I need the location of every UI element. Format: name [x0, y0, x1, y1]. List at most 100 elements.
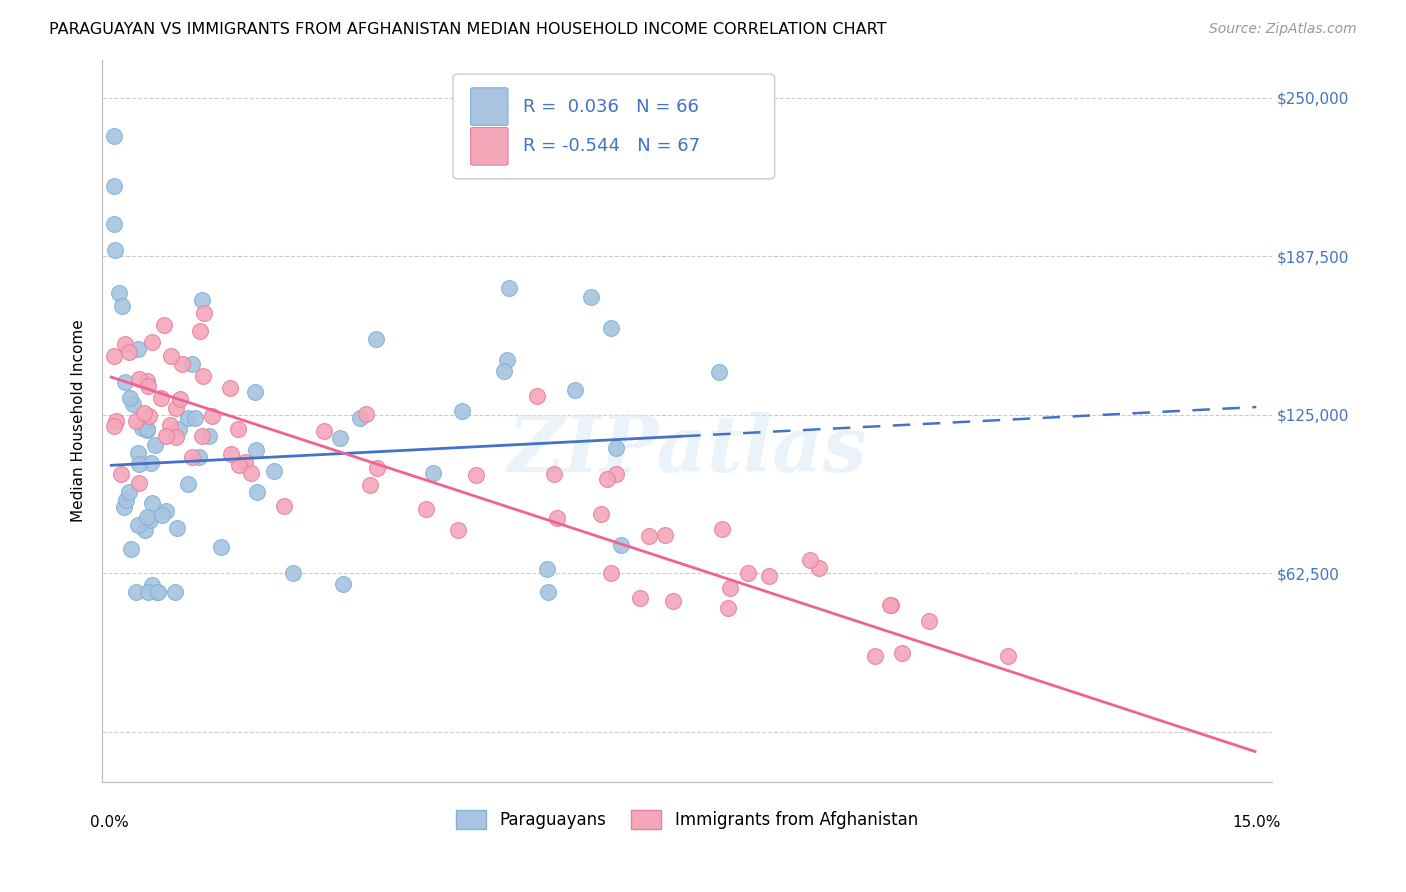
Point	[879, 598, 901, 612]
Point	[243, 385, 266, 400]
Point	[546, 511, 568, 525]
Point	[127, 446, 149, 460]
Point	[141, 578, 163, 592]
Point	[118, 484, 141, 499]
Point	[104, 243, 127, 257]
Point	[128, 457, 150, 471]
Point	[349, 411, 371, 425]
Point	[589, 507, 612, 521]
Point	[103, 419, 125, 434]
Point	[193, 368, 215, 383]
Point	[526, 389, 548, 403]
Point	[605, 441, 627, 455]
Point	[134, 523, 156, 537]
Point	[201, 409, 224, 424]
Point	[128, 476, 150, 491]
Point	[146, 585, 169, 599]
Point	[150, 391, 173, 405]
Point	[114, 336, 136, 351]
Point	[599, 321, 621, 335]
Point	[122, 397, 145, 411]
Point	[135, 422, 157, 436]
Point	[599, 566, 621, 580]
Point	[139, 456, 162, 470]
Point	[717, 601, 740, 615]
Point	[188, 324, 211, 338]
FancyBboxPatch shape	[471, 87, 508, 126]
Point	[134, 406, 156, 420]
Point	[918, 614, 941, 628]
Point	[177, 477, 200, 491]
Point	[136, 509, 159, 524]
Point	[103, 218, 125, 232]
Point	[127, 517, 149, 532]
Legend: Paraguayans, Immigrants from Afghanistan: Paraguayans, Immigrants from Afghanistan	[450, 803, 925, 836]
Point	[166, 430, 188, 444]
Point	[263, 464, 285, 478]
Point	[155, 429, 177, 443]
Point	[737, 566, 759, 580]
Point	[120, 541, 142, 556]
Point	[880, 598, 903, 612]
Point	[148, 585, 170, 599]
FancyBboxPatch shape	[471, 128, 508, 165]
Y-axis label: Median Household Income: Median Household Income	[72, 319, 86, 523]
Point	[169, 422, 191, 436]
Point	[628, 591, 651, 605]
Point	[758, 569, 780, 583]
Point	[165, 585, 187, 599]
Point	[169, 392, 191, 407]
Point	[193, 306, 215, 320]
Point	[891, 646, 914, 660]
Point	[160, 349, 183, 363]
Point	[135, 424, 157, 438]
Text: R = -0.544   N = 67: R = -0.544 N = 67	[523, 137, 700, 155]
Point	[111, 299, 134, 313]
Point	[143, 438, 166, 452]
Text: ZIPatlas: ZIPatlas	[508, 411, 866, 488]
Point	[128, 372, 150, 386]
Point	[364, 332, 387, 346]
Point	[359, 478, 381, 492]
Text: PARAGUAYAN VS IMMIGRANTS FROM AFGHANISTAN MEDIAN HOUSEHOLD INCOME CORRELATION CH: PARAGUAYAN VS IMMIGRANTS FROM AFGHANISTA…	[49, 22, 887, 37]
Point	[159, 417, 181, 432]
Point	[115, 493, 138, 508]
Point	[165, 401, 187, 415]
Point	[799, 553, 821, 567]
Point	[181, 357, 204, 371]
Point	[155, 504, 177, 518]
Point	[807, 561, 830, 575]
Point	[138, 513, 160, 527]
Point	[536, 585, 558, 599]
Text: Source: ZipAtlas.com: Source: ZipAtlas.com	[1209, 22, 1357, 37]
Point	[141, 334, 163, 349]
Point	[198, 429, 221, 443]
Point	[191, 293, 214, 307]
Point	[366, 461, 388, 475]
Point	[581, 290, 603, 304]
Point	[221, 447, 243, 461]
Point	[492, 364, 515, 378]
Point	[596, 473, 619, 487]
Point	[498, 281, 520, 295]
Point	[188, 450, 211, 464]
Point	[863, 648, 886, 663]
Point	[451, 404, 474, 418]
Point	[209, 540, 232, 554]
Point	[610, 538, 633, 552]
Text: R =  0.036   N = 66: R = 0.036 N = 66	[523, 97, 699, 116]
Point	[564, 383, 586, 397]
Point	[496, 353, 519, 368]
Point	[127, 342, 149, 356]
Point	[114, 375, 136, 389]
Point	[131, 420, 153, 434]
Point	[707, 366, 730, 380]
Point	[605, 467, 627, 481]
Point	[464, 468, 486, 483]
Point	[228, 458, 250, 473]
Point	[183, 410, 205, 425]
Point	[150, 508, 173, 522]
Point	[125, 415, 148, 429]
Point	[543, 467, 565, 481]
Point	[997, 648, 1019, 663]
